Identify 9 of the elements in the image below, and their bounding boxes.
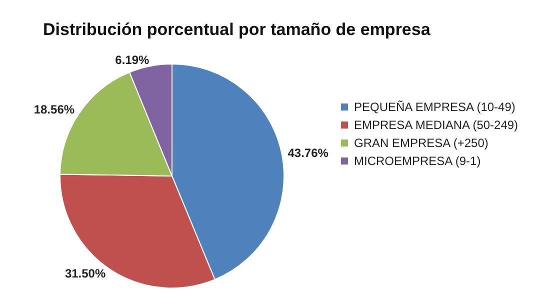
legend-label: EMPRESA MEDIANA (50-249) [354,118,518,132]
data-label: 18.56% [34,102,75,116]
legend-label: GRAN EMPRESA (+250) [354,136,488,150]
data-label: 31.50% [64,266,106,281]
data-label: 43.76% [288,146,329,160]
chart-title: Distribución porcentual por tamaño de empresa [43,20,431,39]
legend-label: MICROEMPRESA (9-1) [354,154,481,168]
data-label: 6.19% [115,53,150,68]
legend-label: PEQUEÑA EMPRESA (10-49) [354,100,516,114]
